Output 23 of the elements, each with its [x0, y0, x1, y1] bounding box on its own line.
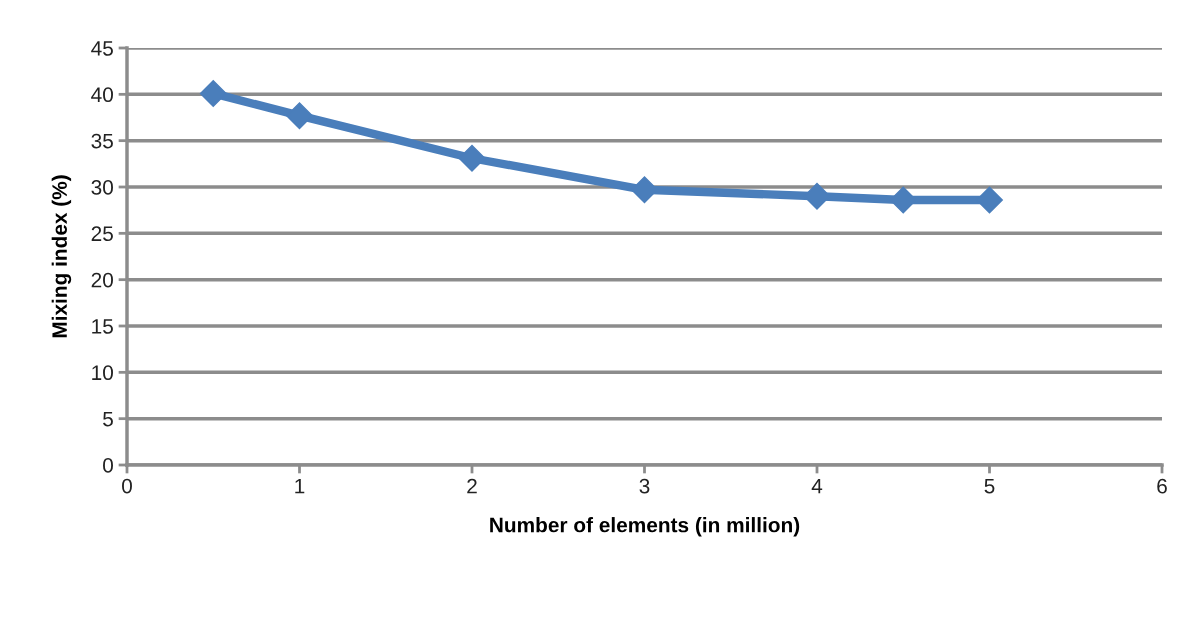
y-axis-title: Mixing index (%) [51, 175, 72, 338]
y-tick-label: 45 [91, 41, 113, 56]
y-tick-label: 10 [92, 365, 113, 381]
y-tick-label: 30 [91, 180, 113, 195]
y-tick-label: 25 [91, 226, 113, 242]
point [458, 144, 486, 172]
x-axis-title: Number of elements (in million) [490, 517, 800, 537]
point [631, 176, 658, 204]
y-tick-label: 5 [103, 411, 113, 427]
y-tick-label: 0 [103, 458, 113, 473]
x-tick-label: 2 [467, 478, 477, 494]
x-tick-label: 5 [984, 478, 995, 494]
y-tick-label: 20 [91, 272, 113, 288]
y-tick-label: 35 [91, 133, 113, 149]
y-tick-label: 40 [91, 87, 113, 103]
point [199, 79, 227, 107]
x-tick-label: 3 [639, 478, 650, 494]
x-tick-label: 4 [811, 478, 823, 494]
x-tick-label: 6 [1157, 478, 1167, 494]
y-tick-label: 15 [92, 319, 113, 334]
point [286, 102, 313, 130]
x-tick-label: 1 [295, 478, 305, 494]
x-tick-label: 0 [122, 478, 132, 494]
